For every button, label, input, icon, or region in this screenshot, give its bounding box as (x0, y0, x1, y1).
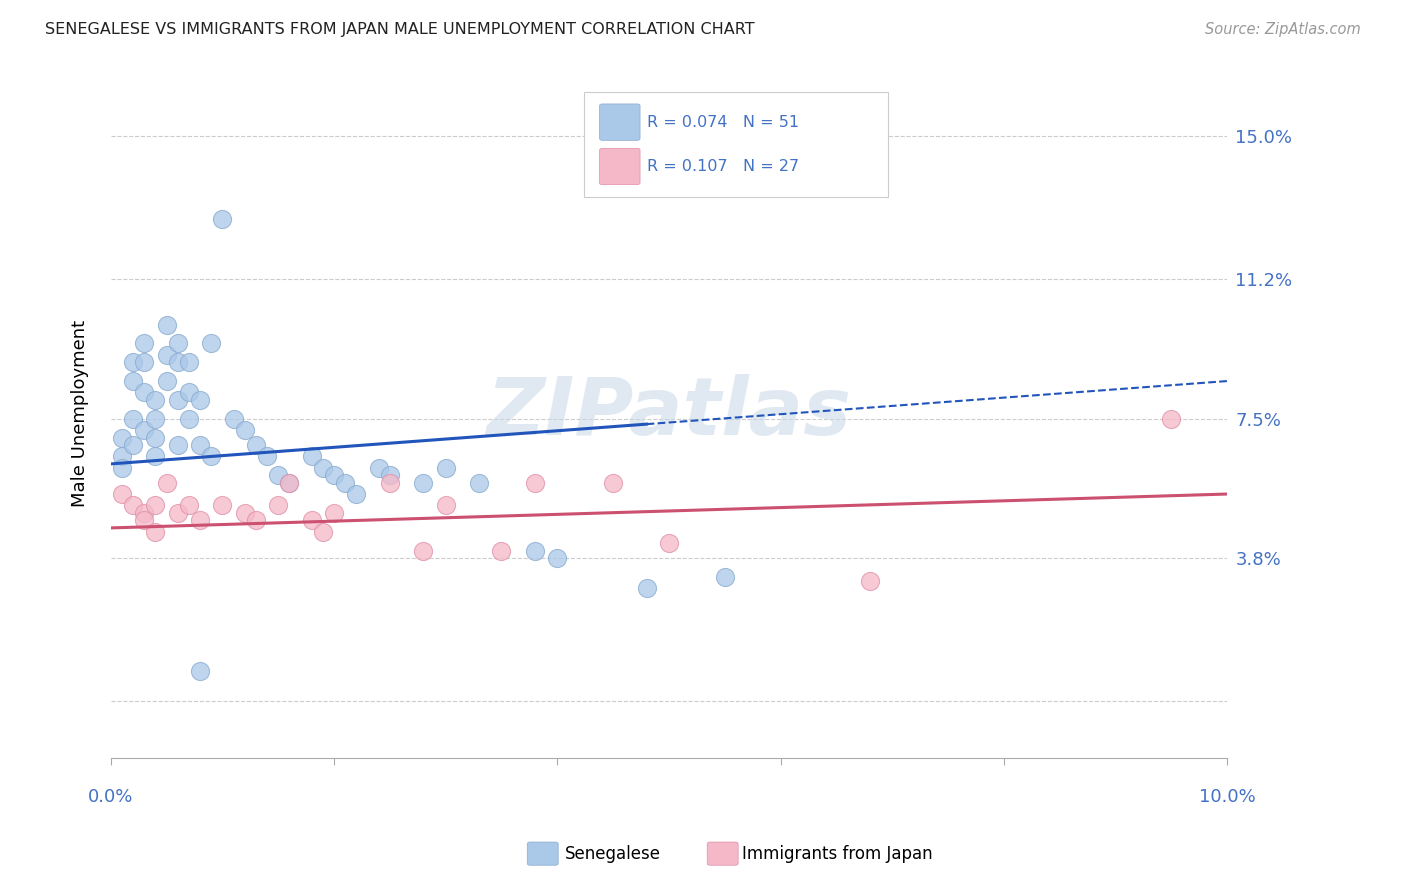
Point (233, 423, 256, 437)
Text: ZIPatlas: ZIPatlas (486, 374, 852, 452)
Point (1160, 411, 1182, 425)
Point (278, 475, 301, 490)
Point (301, 450, 323, 464)
Point (211, 499, 233, 513)
Point (335, 475, 357, 490)
Point (200, 450, 222, 464)
Point (312, 460, 335, 475)
Point (491, 543, 513, 558)
Point (145, 450, 167, 464)
Point (378, 475, 401, 490)
Point (155, 348, 177, 362)
Point (111, 450, 134, 464)
Point (122, 438, 145, 452)
Point (145, 431, 167, 445)
Point (111, 431, 134, 445)
Point (111, 460, 134, 475)
Point (122, 411, 145, 425)
Point (134, 355, 156, 369)
Point (434, 499, 457, 513)
Point (233, 506, 256, 520)
Text: 10.0%: 10.0% (1199, 788, 1256, 805)
Point (523, 543, 546, 558)
Point (188, 513, 211, 527)
Point (145, 499, 167, 513)
Point (166, 336, 188, 351)
Point (245, 438, 267, 452)
Point (134, 385, 156, 400)
Point (177, 499, 200, 513)
Point (546, 551, 568, 566)
Point (188, 392, 211, 407)
Text: R = 0.107   N = 27: R = 0.107 N = 27 (647, 159, 799, 174)
Point (412, 475, 434, 490)
Point (134, 336, 156, 351)
Point (211, 212, 233, 227)
Text: SENEGALESE VS IMMIGRANTS FROM JAPAN MALE UNEMPLOYMENT CORRELATION CHART: SENEGALESE VS IMMIGRANTS FROM JAPAN MALE… (45, 22, 755, 37)
Point (166, 506, 188, 520)
Point (166, 355, 188, 369)
Text: Source: ZipAtlas.com: Source: ZipAtlas.com (1205, 22, 1361, 37)
Point (222, 411, 245, 425)
Point (111, 487, 134, 501)
Point (523, 475, 546, 490)
Point (177, 411, 200, 425)
Point (155, 374, 177, 388)
Point (367, 460, 389, 475)
Point (267, 468, 290, 483)
Point (200, 336, 222, 351)
Point (636, 581, 658, 595)
Point (323, 468, 346, 483)
Y-axis label: Male Unemployment: Male Unemployment (72, 319, 89, 507)
Text: Senegalese: Senegalese (565, 845, 661, 863)
Point (602, 475, 624, 490)
Text: 0.0%: 0.0% (89, 788, 134, 805)
Point (122, 355, 145, 369)
Point (713, 570, 735, 584)
Point (278, 475, 301, 490)
Point (145, 411, 167, 425)
Point (166, 392, 188, 407)
Point (122, 374, 145, 388)
Point (245, 513, 267, 527)
Point (134, 513, 156, 527)
Point (344, 487, 367, 501)
Point (145, 524, 167, 539)
Point (166, 438, 188, 452)
Point (155, 475, 177, 490)
Point (134, 423, 156, 437)
Point (859, 574, 882, 588)
Point (256, 450, 278, 464)
Point (145, 392, 167, 407)
Point (312, 524, 335, 539)
Point (122, 499, 145, 513)
Point (177, 355, 200, 369)
Point (658, 536, 681, 550)
Point (434, 460, 457, 475)
Point (301, 513, 323, 527)
Point (134, 506, 156, 520)
Point (267, 499, 290, 513)
Point (378, 468, 401, 483)
Point (412, 543, 434, 558)
Text: Immigrants from Japan: Immigrants from Japan (742, 845, 934, 863)
Point (177, 385, 200, 400)
Point (188, 438, 211, 452)
Point (155, 318, 177, 332)
Point (468, 475, 491, 490)
Text: R = 0.074   N = 51: R = 0.074 N = 51 (647, 115, 799, 129)
Point (323, 506, 346, 520)
Point (188, 664, 211, 678)
